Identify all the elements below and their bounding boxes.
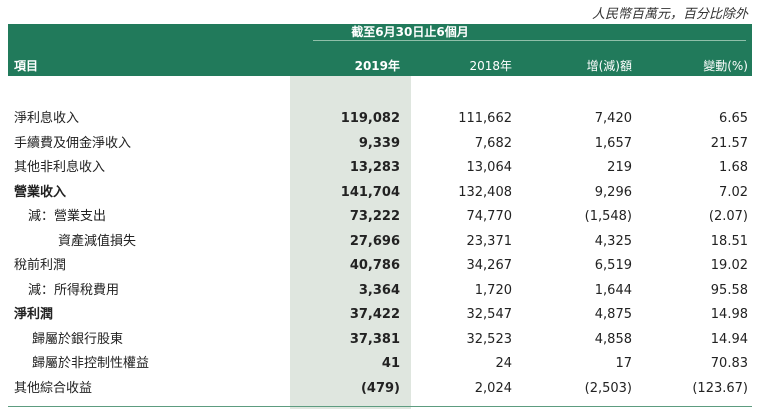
value-change-percent: 1.68 [719, 160, 748, 175]
item-column-header: 項目 [14, 59, 39, 73]
table-row: 減：所得稅費用 3,364 1,720 1,644 95.58 [0, 279, 762, 304]
value-2018: 7,682 [474, 135, 512, 151]
header-divider [313, 40, 746, 41]
value-change: 17 [615, 356, 632, 371]
value-change-percent: 70.83 [710, 356, 748, 371]
table-row: 淨利潤 37,422 32,547 4,875 14.98 [0, 303, 762, 328]
table-row: 營業收入 141,704 132,408 9,296 7.02 [0, 181, 762, 206]
table-row: 其他非利息收入 13,283 13,064 219 1.68 [0, 156, 762, 181]
value-2019: (479) [360, 380, 400, 396]
value-change: 9,296 [594, 184, 632, 200]
value-2019: 3,364 [358, 282, 400, 298]
row-label: 減：營業支出 [28, 209, 107, 224]
change-percent-column-header: 變動(%) [703, 59, 748, 73]
value-2018: 23,371 [466, 233, 513, 249]
value-2018: 24 [495, 356, 512, 371]
value-change: (2,503) [584, 380, 632, 396]
row-label: 歸屬於非控制性權益 [32, 356, 150, 371]
value-2019: 37,381 [349, 331, 400, 347]
period-header: 截至6月30日止6個月 [351, 25, 469, 39]
value-change: 7,420 [594, 111, 632, 126]
value-change: 4,858 [594, 331, 632, 347]
row-label: 減：所得稅費用 [28, 282, 120, 298]
value-2018: 132,408 [458, 184, 512, 200]
value-2018: 111,662 [458, 111, 512, 126]
value-change-percent: (123.67) [692, 380, 748, 396]
table-row: 資產減值損失 27,696 23,371 4,325 18.51 [0, 230, 762, 255]
table-row: 其他綜合收益 (479) 2,024 (2,503) (123.67) [0, 377, 762, 402]
row-label: 營業收入 [14, 184, 67, 200]
value-change-percent: 19.02 [710, 258, 748, 273]
value-2018: 32,523 [466, 331, 513, 347]
value-change: 4,875 [594, 307, 632, 322]
highlight-2019-column [290, 76, 411, 409]
row-label: 歸屬於銀行股東 [32, 331, 124, 347]
table-header-band [8, 24, 752, 76]
table-row: 歸屬於銀行股東 37,381 32,523 4,858 14.94 [0, 328, 762, 353]
value-change-percent: 14.98 [710, 307, 748, 322]
row-label: 其他非利息收入 [14, 160, 106, 175]
value-2019: 13,283 [349, 160, 400, 175]
table-row: 稅前利潤 40,786 34,267 6,519 19.02 [0, 254, 762, 279]
value-change-percent: 21.57 [710, 135, 748, 151]
value-change: 1,657 [594, 135, 632, 151]
table-row: 歸屬於非控制性權益 41 24 17 70.83 [0, 352, 762, 377]
change-column-header: 增(減)額 [586, 59, 632, 73]
value-change: (1,548) [584, 209, 632, 224]
value-2018: 32,547 [466, 307, 513, 322]
row-label: 淨利潤 [14, 307, 54, 322]
value-change-percent: 18.51 [710, 233, 748, 249]
table-row: 淨利息收入 119,082 111,662 7,420 6.65 [0, 107, 762, 132]
value-change: 1,644 [594, 282, 632, 298]
row-label: 淨利息收入 [14, 111, 80, 126]
value-2019: 40,786 [349, 258, 400, 273]
value-2018: 34,267 [466, 258, 513, 273]
value-2019: 73,222 [349, 209, 400, 224]
value-change-percent: (2.07) [708, 209, 748, 224]
row-label: 稅前利潤 [14, 258, 67, 273]
year-2019-column-header: 2019年 [354, 59, 400, 73]
value-2019: 9,339 [358, 135, 400, 151]
value-change-percent: 7.02 [719, 184, 748, 200]
value-change-percent: 14.94 [710, 331, 748, 347]
value-change: 4,325 [594, 233, 632, 249]
value-2018: 1,720 [474, 282, 512, 298]
value-change-percent: 95.58 [710, 282, 748, 298]
value-change: 6,519 [594, 258, 632, 273]
value-2019: 27,696 [349, 233, 400, 249]
table-row: 手續費及佣金淨收入 9,339 7,682 1,657 21.57 [0, 132, 762, 157]
value-change-percent: 6.65 [719, 111, 748, 126]
value-2018: 13,064 [466, 160, 513, 175]
value-2019: 141,704 [340, 184, 400, 200]
unit-note: 人民幣百萬元，百分比除外 [591, 7, 748, 22]
row-label: 其他綜合收益 [14, 380, 93, 396]
table-bottom-rule [8, 406, 752, 407]
value-change: 219 [607, 160, 632, 175]
value-2019: 41 [381, 356, 400, 371]
row-label: 資產減值損失 [58, 233, 137, 249]
value-2018: 2,024 [474, 380, 512, 396]
value-2018: 74,770 [466, 209, 513, 224]
year-2018-column-header: 2018年 [469, 59, 512, 73]
row-label: 手續費及佣金淨收入 [14, 135, 132, 151]
value-2019: 37,422 [349, 307, 400, 322]
value-2019: 119,082 [340, 111, 400, 126]
table-row: 減：營業支出 73,222 74,770 (1,548) (2.07) [0, 205, 762, 230]
